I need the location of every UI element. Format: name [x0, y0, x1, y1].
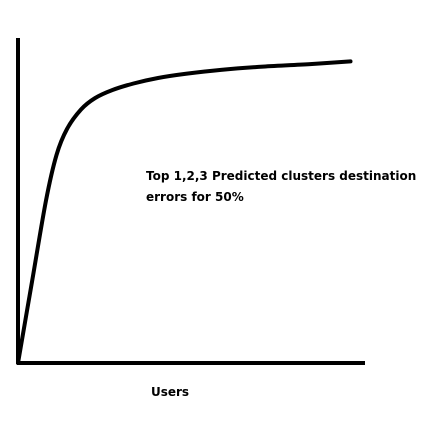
annotation-line-2: errors for 50%: [146, 190, 244, 204]
series-line: [16, 59, 353, 365]
x-axis-label: Users: [151, 385, 189, 399]
annotation-line-1: Top 1,2,3 Predicted clusters destination: [146, 169, 416, 183]
